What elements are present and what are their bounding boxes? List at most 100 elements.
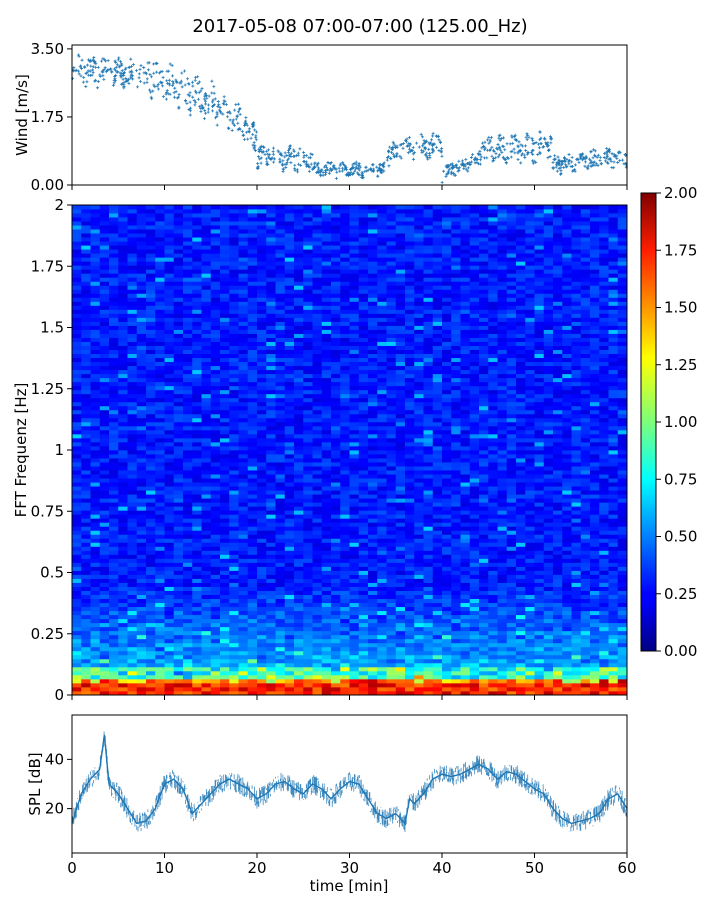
heatmap-cell [109, 558, 119, 563]
wind-point [120, 62, 124, 66]
heatmap-cell [238, 454, 249, 459]
heatmap-cell [210, 538, 221, 543]
heatmap-cell [81, 530, 91, 535]
heatmap-cell [340, 670, 350, 676]
heatmap-cell [340, 454, 350, 459]
heatmap-cell [155, 281, 165, 286]
heatmap-cell [146, 277, 156, 282]
heatmap-cell [155, 333, 165, 338]
heatmap-cell [220, 530, 230, 535]
heatmap-cell [99, 582, 110, 587]
heatmap-cell [275, 261, 286, 266]
heatmap-cell [238, 213, 249, 218]
heatmap-cell [192, 550, 202, 555]
heatmap-cell [266, 662, 276, 668]
heatmap-cell [312, 389, 323, 395]
heatmap-cell [109, 514, 119, 519]
heatmap-cell [275, 666, 286, 672]
heatmap-cell [340, 221, 350, 226]
heatmap-cell [275, 602, 286, 608]
heatmap-cell [303, 445, 313, 451]
heatmap-cell [201, 642, 212, 648]
heatmap-cell [238, 486, 249, 491]
heatmap-cell [118, 437, 128, 443]
heatmap-cell [303, 245, 313, 250]
heatmap-cell [183, 586, 193, 591]
heatmap-cell [210, 494, 221, 499]
heatmap-cell [238, 237, 249, 242]
heatmap-cell [109, 482, 119, 487]
heatmap-cell [294, 494, 304, 499]
heatmap-cell [349, 466, 360, 471]
heatmap-cell [275, 470, 286, 475]
heatmap-cell [275, 433, 286, 439]
heatmap-cell [247, 293, 258, 298]
heatmap-cell [257, 462, 267, 467]
heatmap-cell [303, 301, 313, 306]
heatmap-cell [275, 594, 286, 600]
heatmap-cell [331, 602, 341, 608]
heatmap-cell [210, 618, 221, 624]
heatmap-cell [99, 341, 110, 346]
heatmap-cell [127, 445, 138, 451]
heatmap-cell [146, 594, 156, 600]
heatmap-cell [81, 289, 91, 294]
heatmap-cell [284, 666, 295, 672]
heatmap-cell [238, 373, 249, 379]
heatmap-cell [247, 530, 258, 535]
heatmap-cell [127, 305, 138, 310]
heatmap-cell [303, 538, 313, 543]
heatmap-cell [266, 554, 276, 559]
heatmap-cell [173, 441, 184, 447]
heatmap-cell [257, 353, 267, 359]
heatmap-cell [155, 550, 165, 555]
heatmap-cell [81, 225, 91, 230]
wind-point [226, 126, 230, 130]
heatmap-cell [210, 385, 221, 391]
wind-point [556, 155, 560, 159]
heatmap-cell [275, 321, 286, 326]
heatmap-cell [331, 373, 341, 379]
wind-point [266, 152, 270, 156]
heatmap-cell [90, 462, 101, 467]
heatmap-cell [90, 361, 101, 367]
heatmap-cell [284, 682, 295, 688]
heatmap-cell [247, 333, 258, 338]
heatmap-cell [257, 333, 267, 338]
heatmap-cell [210, 393, 221, 399]
heatmap-cell [257, 674, 267, 680]
wind-point [332, 163, 336, 167]
heatmap-cell [99, 518, 110, 523]
heatmap-cell [266, 678, 276, 684]
heatmap-cell [72, 630, 82, 636]
wind-point [268, 153, 272, 157]
heatmap-cell [340, 506, 350, 511]
heatmap-cell [266, 389, 276, 395]
heatmap-cell [349, 686, 360, 692]
heatmap-cell [247, 562, 258, 567]
heatmap-cell [127, 285, 138, 290]
heatmap-cell [127, 578, 138, 583]
heatmap-cell [173, 550, 184, 555]
heatmap-cell [229, 562, 239, 567]
heatmap-cell [275, 217, 286, 222]
heatmap-cell [72, 658, 82, 664]
heatmap-cell [331, 441, 341, 447]
heatmap-cell [294, 490, 304, 495]
heatmap-cell [210, 562, 221, 567]
heatmap-cell [238, 297, 249, 302]
heatmap-cell [247, 674, 258, 680]
heatmap-cell [164, 546, 175, 551]
heatmap-cell [155, 421, 165, 427]
heatmap-cell [257, 450, 267, 455]
heatmap-cell [183, 546, 193, 551]
heatmap-cell [118, 542, 128, 547]
heatmap-cell [192, 538, 202, 543]
wind-point [226, 110, 230, 114]
heatmap-cell [238, 233, 249, 238]
heatmap-cell [349, 425, 360, 431]
heatmap-cell [72, 217, 82, 222]
heatmap-cell [284, 534, 295, 539]
heatmap-cell [331, 401, 341, 407]
heatmap-cell [349, 429, 360, 435]
